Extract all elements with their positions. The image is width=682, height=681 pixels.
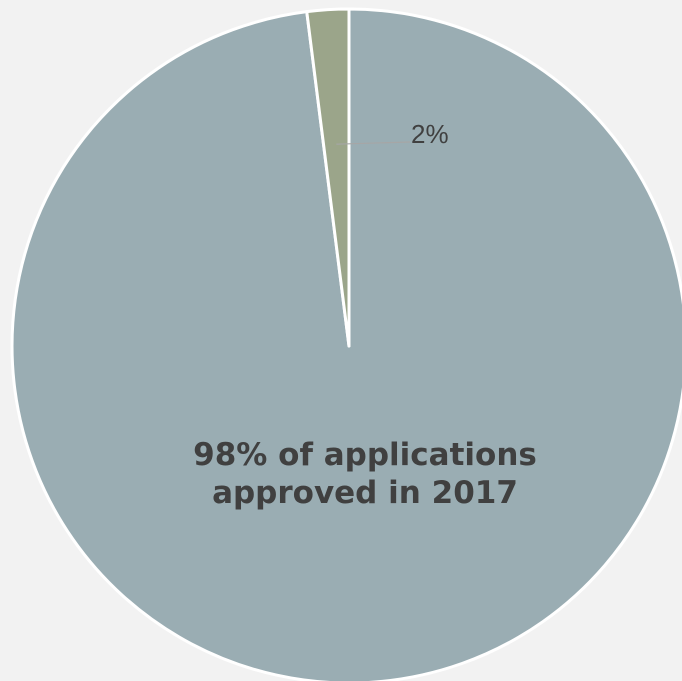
pie-slice-98-of-applications [10, 7, 682, 681]
pie-slices [10, 7, 682, 681]
pie-slice-label-line: approved in 2017 [212, 475, 518, 511]
pie-slice-2 [305, 7, 351, 348]
pie-slice-label-outside: 2% [411, 119, 449, 149]
pie-slice-leader-line [336, 141, 411, 145]
pie-labels: 98% of applications approved in 2017 2% [193, 119, 537, 511]
pie-slice-label-line: 98% of applications [193, 437, 537, 473]
pie-slice-label-inside: 98% of applications approved in 2017 [193, 437, 537, 511]
